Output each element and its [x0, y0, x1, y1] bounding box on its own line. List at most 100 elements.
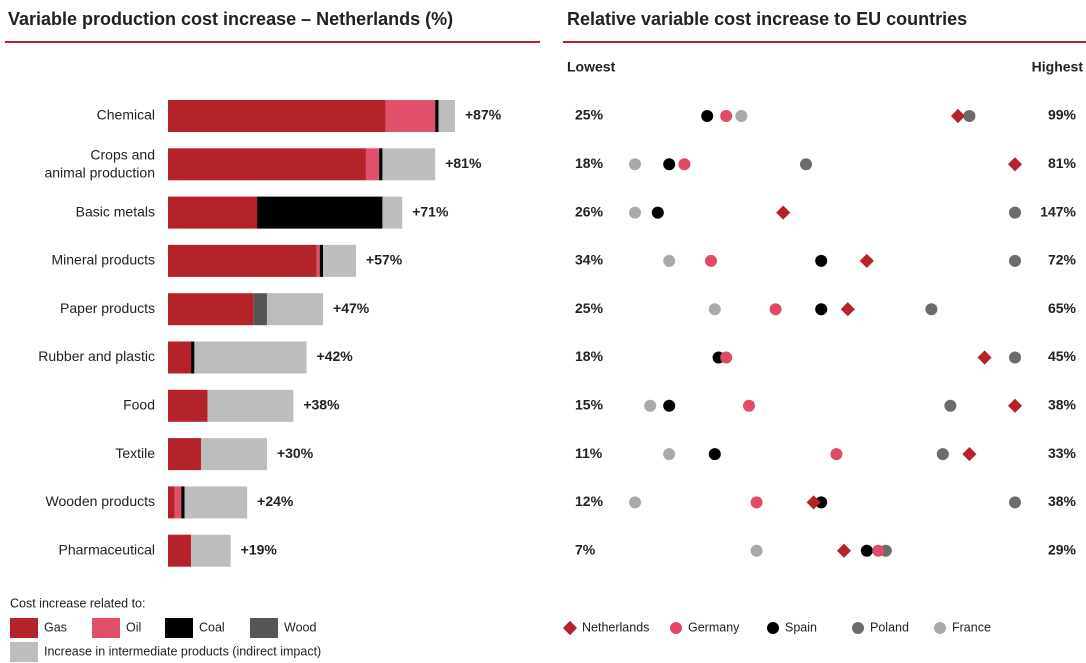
total-label: +24% [257, 493, 294, 509]
legend-label: Netherlands [582, 620, 649, 634]
total-label: +71% [412, 203, 449, 219]
dot [678, 158, 691, 171]
bar-segment [385, 100, 436, 132]
legend-marker [852, 622, 864, 634]
bar-segment [379, 148, 383, 181]
high-label: 72% [1048, 252, 1077, 268]
bar-segment [174, 486, 182, 519]
category-label: Chemical [97, 107, 155, 123]
legend-title: Cost increase related to: [10, 596, 146, 610]
bar-segment [266, 293, 324, 326]
legend-swatch [10, 618, 38, 638]
total-label: +57% [366, 252, 403, 268]
bar-segment [319, 244, 324, 277]
category-label: Wooden products [46, 493, 155, 509]
dot [629, 206, 641, 219]
dot [963, 110, 976, 122]
legend-swatch [165, 618, 193, 638]
dot [800, 158, 812, 171]
legend-label: Germany [688, 620, 740, 634]
dot [743, 399, 755, 412]
dot [663, 254, 676, 267]
total-label: +42% [317, 348, 354, 364]
category-label: Food [123, 397, 155, 413]
legend-label: Poland [870, 620, 909, 634]
low-label: 18% [575, 348, 604, 364]
bar-segment [168, 389, 208, 422]
high-label: 99% [1048, 107, 1077, 123]
dot [925, 303, 938, 316]
high-header: Highest [1032, 59, 1084, 75]
dot [735, 110, 748, 122]
bar-segment [168, 341, 192, 374]
low-label: 26% [575, 203, 604, 219]
legend-marker [767, 622, 779, 634]
low-label: 25% [575, 107, 604, 123]
bar-segment [438, 100, 455, 132]
bar-segment [168, 438, 201, 471]
category-label: Crops and animal production [44, 146, 155, 180]
total-label: +87% [465, 107, 502, 123]
dot [629, 496, 641, 509]
bar-segment [184, 486, 248, 519]
bar-segment [168, 148, 366, 181]
high-label: 65% [1048, 300, 1077, 316]
legend-swatch [250, 618, 278, 638]
bar-segment [382, 148, 436, 181]
dot [663, 158, 676, 171]
bar-segment [168, 534, 192, 567]
dot [1009, 206, 1021, 219]
dot [1009, 351, 1021, 364]
bar-segment [191, 341, 195, 374]
bar-segment [168, 486, 175, 519]
total-label: +30% [277, 445, 314, 461]
bar-segment [323, 244, 357, 277]
legend-label: Oil [126, 620, 141, 634]
low-label: 7% [575, 541, 596, 557]
dot [1009, 496, 1021, 509]
dot [860, 544, 873, 557]
total-label: +19% [241, 541, 278, 557]
category-label: Pharmaceutical [59, 541, 156, 557]
dot [663, 448, 676, 461]
dot [701, 110, 714, 122]
bar-segment [168, 100, 386, 132]
total-label: +38% [303, 397, 340, 413]
high-label: 33% [1048, 445, 1077, 461]
bar-segment [382, 196, 403, 229]
chart-title: Relative variable cost increase to EU co… [567, 9, 967, 29]
category-label: Mineral products [52, 252, 156, 268]
dot [950, 108, 966, 124]
high-label: 38% [1048, 493, 1077, 509]
legend-label: France [952, 620, 991, 634]
bar-segment [257, 196, 383, 229]
dot [836, 543, 852, 558]
legend-label: Spain [785, 620, 817, 634]
dot [708, 448, 721, 461]
high-label: 38% [1048, 397, 1077, 413]
dot [806, 495, 821, 510]
high-label: 81% [1048, 155, 1077, 171]
dot [663, 399, 676, 412]
legend-label: Wood [284, 620, 316, 634]
legend-swatch [92, 618, 120, 638]
bar-segment [365, 148, 380, 181]
bar-segment [168, 244, 317, 277]
category-label: Rubber and plastic [38, 348, 155, 364]
dot [776, 205, 791, 220]
total-label: +81% [445, 155, 482, 171]
legend-swatch [10, 642, 38, 662]
dot [859, 253, 874, 268]
bar-segment [207, 389, 294, 422]
bar-segment [253, 293, 267, 326]
bar-segment [181, 486, 185, 519]
category-label: Textile [115, 445, 155, 461]
bar-segment [194, 341, 307, 374]
dot [830, 448, 843, 461]
bar-segment [168, 196, 258, 229]
dot [750, 544, 763, 557]
bar-segment [435, 100, 439, 132]
bar-segment [200, 438, 267, 471]
high-label: 29% [1048, 541, 1077, 557]
